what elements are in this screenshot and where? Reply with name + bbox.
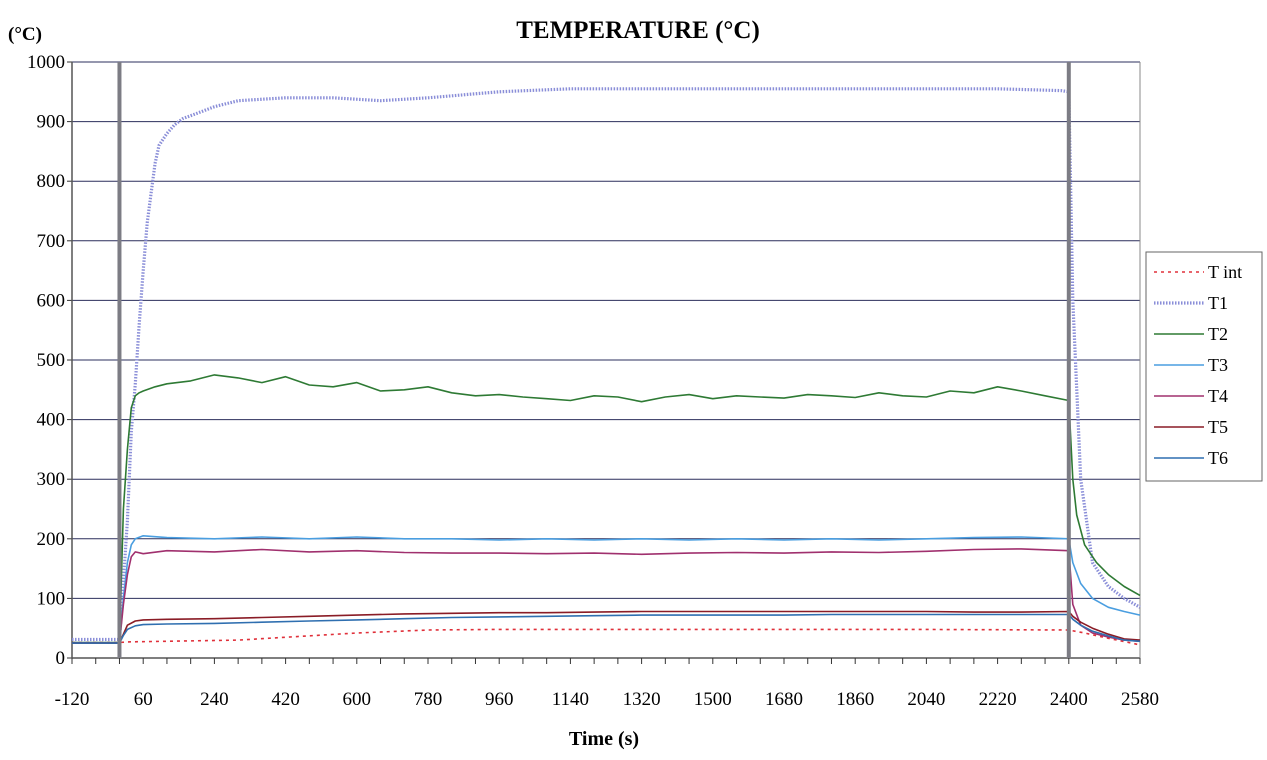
series-line-t5 [72,610,1141,644]
legend-label: T6 [1208,448,1228,468]
y-tick-label: 0 [56,648,66,669]
x-tick-label: 780 [414,689,443,710]
series-line-t6 [72,613,1141,644]
x-tick-label: 1320 [623,689,661,710]
axes: 0 100 200 300 400 500 600 700 800 900 1000 -120 60 24… [27,52,1159,710]
x-tick-label: 2040 [907,689,945,710]
y-tick-label: 800 [37,171,66,192]
x-tick-label: 1680 [765,689,803,710]
legend-label: T2 [1208,324,1228,344]
legend-label: T3 [1208,355,1228,375]
legend: T int T1 T2 T3 T4 T5 T6 [1145,251,1263,482]
x-tick-label: 60 [134,689,153,710]
x-tick-label: 1860 [836,689,874,710]
y-tick-label: 600 [37,290,66,311]
series-line-t3 [72,534,1141,644]
x-tick-label: 420 [271,689,300,710]
y-tick-label: 900 [37,112,66,133]
legend-label: T int [1208,262,1242,282]
x-tick-label: 960 [485,689,514,710]
x-tick-label: 2220 [979,689,1017,710]
y-tick-label: 700 [37,231,66,252]
x-tick-label: -120 [55,689,90,710]
legend-label: T5 [1208,417,1228,437]
legend-box [1145,251,1263,482]
vertical-markers [117,62,1071,658]
series-line-t4 [72,548,1141,644]
series-line-t2 [72,374,1141,644]
x-tick-label: 600 [343,689,372,710]
y-tick-label: 500 [37,350,66,371]
y-tick-label: 1000 [27,52,65,73]
x-tick-label: 240 [200,689,229,710]
x-axis-label: Time (s) [569,728,639,750]
y-axis-unit: (°C) [8,24,42,45]
chart-title: TEMPERATURE (°C) [516,17,760,44]
series-line-t1 [72,87,1141,642]
series-line-t-int [72,628,1141,646]
legend-label: T4 [1208,386,1228,406]
y-tick-label: 100 [37,588,66,609]
grid-lines [72,61,1140,599]
y-tick-label: 300 [37,469,66,490]
x-tick-label: 2400 [1050,689,1088,710]
x-tick-label: 1140 [552,689,589,710]
legend-label: T1 [1208,293,1228,313]
x-tick-label: 2580 [1121,689,1159,710]
x-tick-label: 1500 [694,689,732,710]
series-lines [72,87,1141,646]
y-tick-label: 200 [37,529,66,550]
y-tick-label: 400 [37,410,66,431]
